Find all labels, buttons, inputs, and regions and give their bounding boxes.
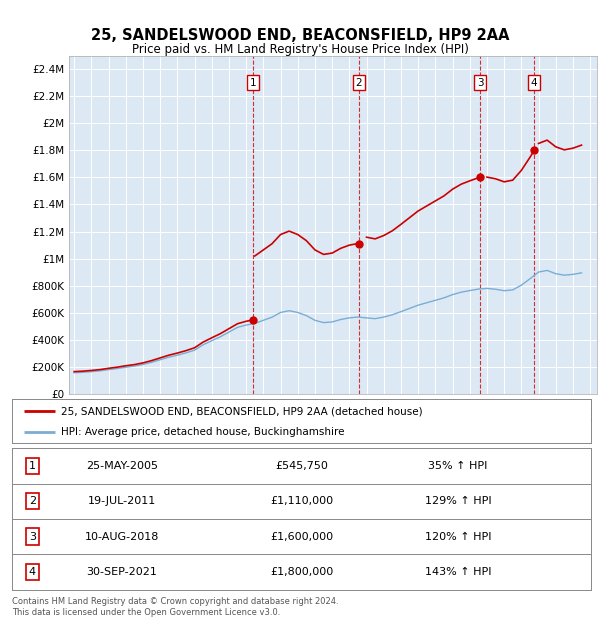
Text: £1,110,000: £1,110,000	[270, 496, 333, 507]
Text: 25, SANDELSWOOD END, BEACONSFIELD, HP9 2AA: 25, SANDELSWOOD END, BEACONSFIELD, HP9 2…	[91, 28, 509, 43]
Text: 120% ↑ HPI: 120% ↑ HPI	[425, 531, 491, 542]
Text: 129% ↑ HPI: 129% ↑ HPI	[425, 496, 491, 507]
Text: 4: 4	[29, 567, 36, 577]
Text: £1,800,000: £1,800,000	[270, 567, 333, 577]
Text: £545,750: £545,750	[275, 461, 328, 471]
Text: 3: 3	[477, 78, 484, 88]
Text: HPI: Average price, detached house, Buckinghamshire: HPI: Average price, detached house, Buck…	[61, 427, 345, 437]
Text: 30-SEP-2021: 30-SEP-2021	[86, 567, 157, 577]
Text: 10-AUG-2018: 10-AUG-2018	[85, 531, 159, 542]
Text: 25-MAY-2005: 25-MAY-2005	[86, 461, 158, 471]
Text: 4: 4	[531, 78, 538, 88]
Text: 1: 1	[29, 461, 36, 471]
Text: Contains HM Land Registry data © Crown copyright and database right 2024.
This d: Contains HM Land Registry data © Crown c…	[12, 598, 338, 617]
Text: 3: 3	[29, 531, 36, 542]
Text: 25, SANDELSWOOD END, BEACONSFIELD, HP9 2AA (detached house): 25, SANDELSWOOD END, BEACONSFIELD, HP9 2…	[61, 406, 423, 416]
Text: 143% ↑ HPI: 143% ↑ HPI	[425, 567, 491, 577]
Text: 2: 2	[29, 496, 36, 507]
Text: 2: 2	[355, 78, 362, 88]
Text: £1,600,000: £1,600,000	[270, 531, 333, 542]
Text: 1: 1	[250, 78, 256, 88]
Text: Price paid vs. HM Land Registry's House Price Index (HPI): Price paid vs. HM Land Registry's House …	[131, 43, 469, 56]
Text: 35% ↑ HPI: 35% ↑ HPI	[428, 461, 488, 471]
Text: 19-JUL-2011: 19-JUL-2011	[88, 496, 156, 507]
